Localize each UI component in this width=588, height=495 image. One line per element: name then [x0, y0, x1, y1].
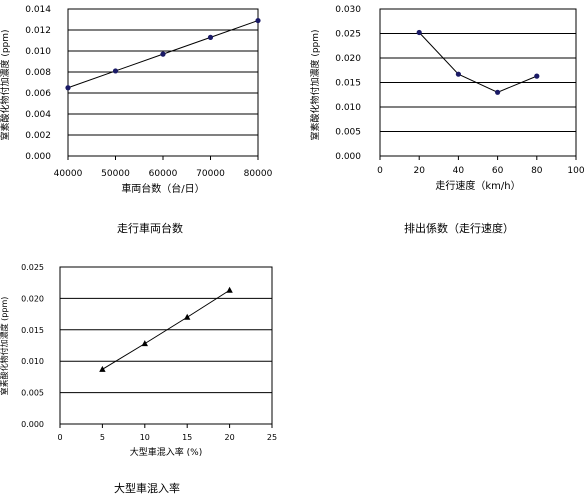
y-tick-label: 0.025 [335, 30, 361, 40]
x-tick-label: 5 [100, 433, 105, 442]
data-point [112, 68, 119, 74]
y-tick-label: 0.005 [335, 128, 361, 138]
plot-frame [379, 8, 577, 157]
plot-frame [59, 266, 273, 425]
x-axis-label: 車両台数（台/日） [121, 182, 204, 195]
x-axis-label: 走行速度（km/h） [435, 179, 520, 192]
y-tick-label: 0.012 [25, 26, 51, 36]
x-tick-label: 0 [57, 433, 62, 442]
data-point [207, 34, 214, 40]
data-point [416, 29, 422, 36]
x-tick-label: 10 [140, 433, 150, 442]
x-tick-label: 40000 [54, 169, 83, 179]
series-line [102, 289, 230, 370]
chart-caption: 大型車混入率 [114, 481, 180, 495]
x-tick-label: 20 [225, 433, 235, 442]
chart-1: 0.000 0.002 0.004 0.006 0.008 0.010 0.012 0.014… [0, 5, 273, 235]
y-tick-label: 0.005 [21, 389, 44, 398]
series-line [418, 32, 537, 93]
x-axis-label: 大型車混入率 (%) [130, 446, 202, 458]
data-point [184, 313, 191, 320]
x-tick-label: 25 [267, 433, 277, 442]
y-axis-label: 窒素酸化物付加濃度 (ppm) [0, 29, 11, 140]
data-point [226, 286, 233, 293]
y-tick-label: 0.000 [21, 420, 44, 429]
x-tick-label: 60000 [149, 169, 178, 179]
y-tick-label: 0.010 [25, 47, 51, 57]
y-axis-label: 窒素酸化物付加濃度 (ppm) [0, 297, 9, 396]
data-point [160, 51, 166, 57]
data-point [255, 17, 261, 24]
x-tick-label: 80 [531, 166, 543, 176]
x-tick-label: 100 [567, 166, 584, 176]
x-tick-label: 40 [453, 166, 465, 176]
chart-caption: 排出係数（走行速度） [404, 221, 514, 235]
x-tick-label: 15 [182, 433, 192, 442]
y-tick-label: 0.014 [25, 5, 51, 15]
y-tick-label: 0.010 [335, 103, 361, 113]
chart-3: 0.000 0.005 0.010 0.015 0.020 0.025 0 5 10 15 20 25… [0, 263, 277, 495]
y-tick-label: 0.008 [25, 68, 51, 78]
x-tick-label: 50000 [101, 169, 130, 179]
data-point [534, 73, 540, 79]
chart-2: 0.000 0.005 0.010 0.015 0.020 0.025 0.030 0 20 40… [309, 5, 585, 235]
data-point [141, 340, 148, 347]
data-point [99, 365, 106, 372]
y-tick-label: 0.002 [25, 131, 51, 141]
y-tick-label: 0.010 [21, 357, 44, 366]
y-tick-label: 0.000 [335, 152, 361, 162]
y-tick-label: 0.000 [25, 152, 51, 162]
data-point [455, 71, 461, 77]
x-tick-label: 60 [492, 166, 504, 176]
y-axis-label: 窒素酸化物付加濃度 (ppm) [309, 29, 321, 140]
data-point [495, 89, 501, 95]
y-tick-label: 0.004 [25, 110, 51, 120]
x-tick-label: 0 [377, 166, 383, 176]
y-tick-label: 0.015 [21, 326, 44, 335]
y-tick-label: 0.025 [21, 263, 44, 272]
data-point [65, 85, 71, 91]
chart-caption: 走行車両台数 [117, 221, 183, 235]
y-tick-label: 0.020 [21, 294, 44, 303]
x-tick-label: 80000 [244, 169, 273, 179]
y-tick-label: 0.015 [335, 79, 361, 89]
y-tick-label: 0.006 [25, 89, 51, 99]
y-tick-label: 0.020 [335, 54, 361, 64]
x-tick-label: 20 [413, 166, 425, 176]
y-tick-label: 0.030 [335, 5, 361, 15]
x-tick-label: 70000 [196, 169, 225, 179]
